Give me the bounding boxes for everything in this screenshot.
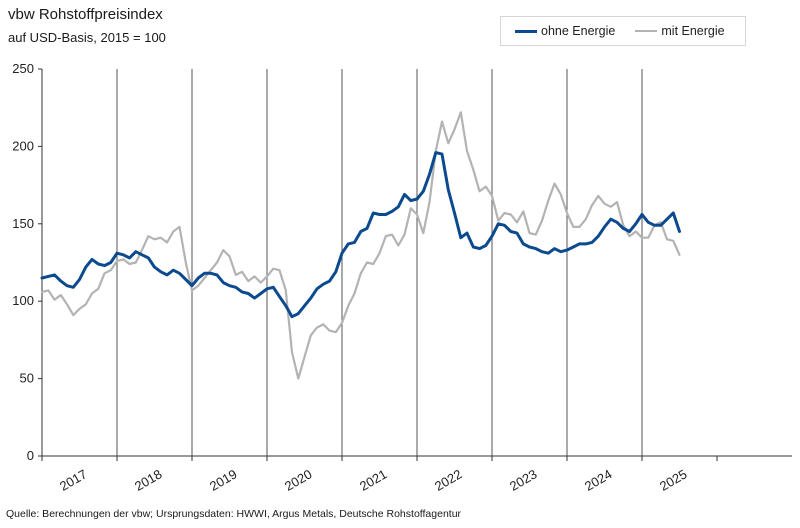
legend: ohne Energie mit Energie [500,16,746,46]
legend-label-mit-energie: mit Energie [661,24,725,38]
y-tick-label: 150 [12,216,34,231]
legend-swatch-mit-energie [635,30,658,32]
chart-subtitle: auf USD-Basis, 2015 = 100 [8,30,166,45]
x-tick-label: 2017 [57,466,90,493]
legend-swatch-ohne-energie [515,29,537,33]
series-line-ohne-energie [40,151,681,319]
legend-label-ohne-energie: ohne Energie [541,24,616,38]
x-tick-label: 2025 [657,466,690,493]
source-note: Quelle: Berechnungen der vbw; Ursprungsd… [6,508,462,520]
x-tick-label: 2023 [507,466,540,493]
legend-item-mit-energie: mit Energie [635,24,725,38]
x-tick-label: 2018 [132,466,165,493]
x-tick-label: 2019 [207,466,240,493]
x-tick-label: 2024 [582,466,615,493]
x-tick-label: 2020 [282,466,315,493]
x-tick-label: 2021 [357,466,390,493]
y-tick-label: 100 [12,293,34,308]
legend-item-ohne-energie: ohne Energie [515,24,615,38]
y-tick-label: 200 [12,138,34,153]
x-tick-label: 2022 [432,466,465,493]
y-tick-label: 50 [20,371,34,386]
series-line-mit-energie [40,111,681,380]
y-tick-label: 0 [27,448,34,463]
y-tick-label: 250 [12,61,34,76]
chart-title: vbw Rohstoffpreisindex [8,6,163,23]
